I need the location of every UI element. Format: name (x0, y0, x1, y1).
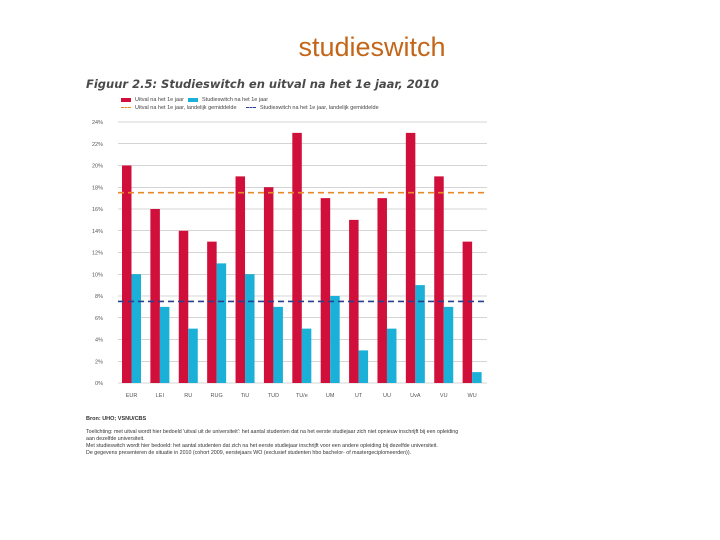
bar-uitval (320, 198, 331, 383)
x-tick-label: UM (326, 393, 335, 399)
x-tick-label: TUD (268, 393, 279, 399)
y-tick-label: 12% (92, 251, 103, 257)
slide-title: studieswitch (298, 32, 446, 62)
y-tick-label: 8% (95, 294, 103, 300)
figure-source: Bron: UHO; VSNU/CBS (86, 416, 147, 422)
bar-switch (245, 274, 255, 383)
legend-label-uitval: Uitval na het 1e jaar (135, 97, 184, 103)
x-tick-label: TU/e (296, 393, 308, 399)
bar-uitval (235, 176, 246, 383)
x-tick-label: RUG (211, 393, 223, 399)
bar-uitval (377, 198, 387, 383)
bar-switch (358, 350, 369, 383)
bar-switch (131, 274, 141, 383)
x-tick-label: UvA (410, 393, 421, 399)
bar-switch (386, 328, 397, 383)
bar-switch (472, 372, 482, 383)
legend-line-uitval-avg (121, 107, 131, 109)
x-tick-label: VU (440, 393, 448, 399)
bar-switch (159, 306, 170, 383)
y-tick-label: 6% (95, 316, 103, 322)
legend-item-switch-avg: Studieswitch na het 1e jaar, landelijk g… (246, 105, 379, 111)
legend-swatch-switch (188, 97, 198, 102)
bar-uitval (263, 187, 274, 383)
note-line: Met studieswitch wordt hier bedoeld: het… (86, 443, 438, 449)
legend-item-switch: Studieswitch na het 1e jaar (188, 97, 268, 103)
bar-uitval (122, 165, 132, 383)
bar-uitval (207, 241, 217, 383)
figure-notes: Toelichting: met uitval wordt hier bedoe… (86, 429, 516, 457)
y-tick-label: 24% (92, 120, 103, 126)
legend-label-switch: Studieswitch na het 1e jaar (202, 97, 269, 103)
note-line: Toelichting: met uitval wordt hier bedoe… (86, 429, 459, 435)
legend-label-switch-avg: Studieswitch na het 1e jaar, landelijk g… (260, 105, 379, 111)
x-tick-label: TiU (241, 393, 249, 399)
note-line: De gegevens presenteren de situatie in 2… (86, 450, 412, 456)
bar-uitval (434, 176, 444, 383)
y-tick-label: 10% (92, 272, 103, 278)
y-tick-label: 4% (95, 338, 103, 344)
figure-title: Figuur 2.5: Studieswitch en uitval na he… (86, 77, 439, 91)
y-tick-label: 22% (92, 142, 103, 148)
x-tick-label: UT (355, 393, 363, 399)
x-tick-label: EUR (126, 393, 138, 399)
legend-label-uitval-avg: Uitval na het 1e jaar, landelijk gemidde… (135, 105, 237, 111)
x-tick-label: LEI (156, 393, 165, 399)
x-tick-label: WU (468, 393, 477, 399)
bar-switch (415, 285, 425, 383)
legend-swatch-uitval (121, 97, 131, 102)
y-tick-label: 0% (95, 381, 103, 387)
bar-uitval (405, 132, 416, 383)
bar-switch (330, 296, 340, 383)
bar-switch (301, 328, 312, 383)
bar-uitval (150, 209, 160, 383)
x-tick-label: RU (184, 393, 192, 399)
legend-item-uitval: Uitval na het 1e jaar (121, 97, 184, 103)
legend-line-switch-avg (246, 107, 256, 109)
y-tick-label: 14% (92, 229, 103, 235)
note-line: aan dezelfde universiteit. (86, 436, 145, 442)
x-tick-label: UU (383, 393, 391, 399)
bar-uitval (178, 230, 189, 383)
bar-uitval (462, 241, 473, 383)
bar-uitval (292, 132, 302, 383)
y-tick-label: 2% (95, 359, 103, 365)
legend-item-uitval-avg: Uitval na het 1e jaar, landelijk gemidde… (121, 105, 237, 111)
y-tick-label: 18% (92, 185, 103, 191)
bar-switch (216, 263, 227, 383)
bar-switch (273, 306, 283, 383)
y-tick-label: 16% (92, 207, 103, 213)
y-tick-label: 20% (92, 164, 103, 170)
bar-switch (443, 306, 454, 383)
bar-switch (188, 328, 198, 383)
